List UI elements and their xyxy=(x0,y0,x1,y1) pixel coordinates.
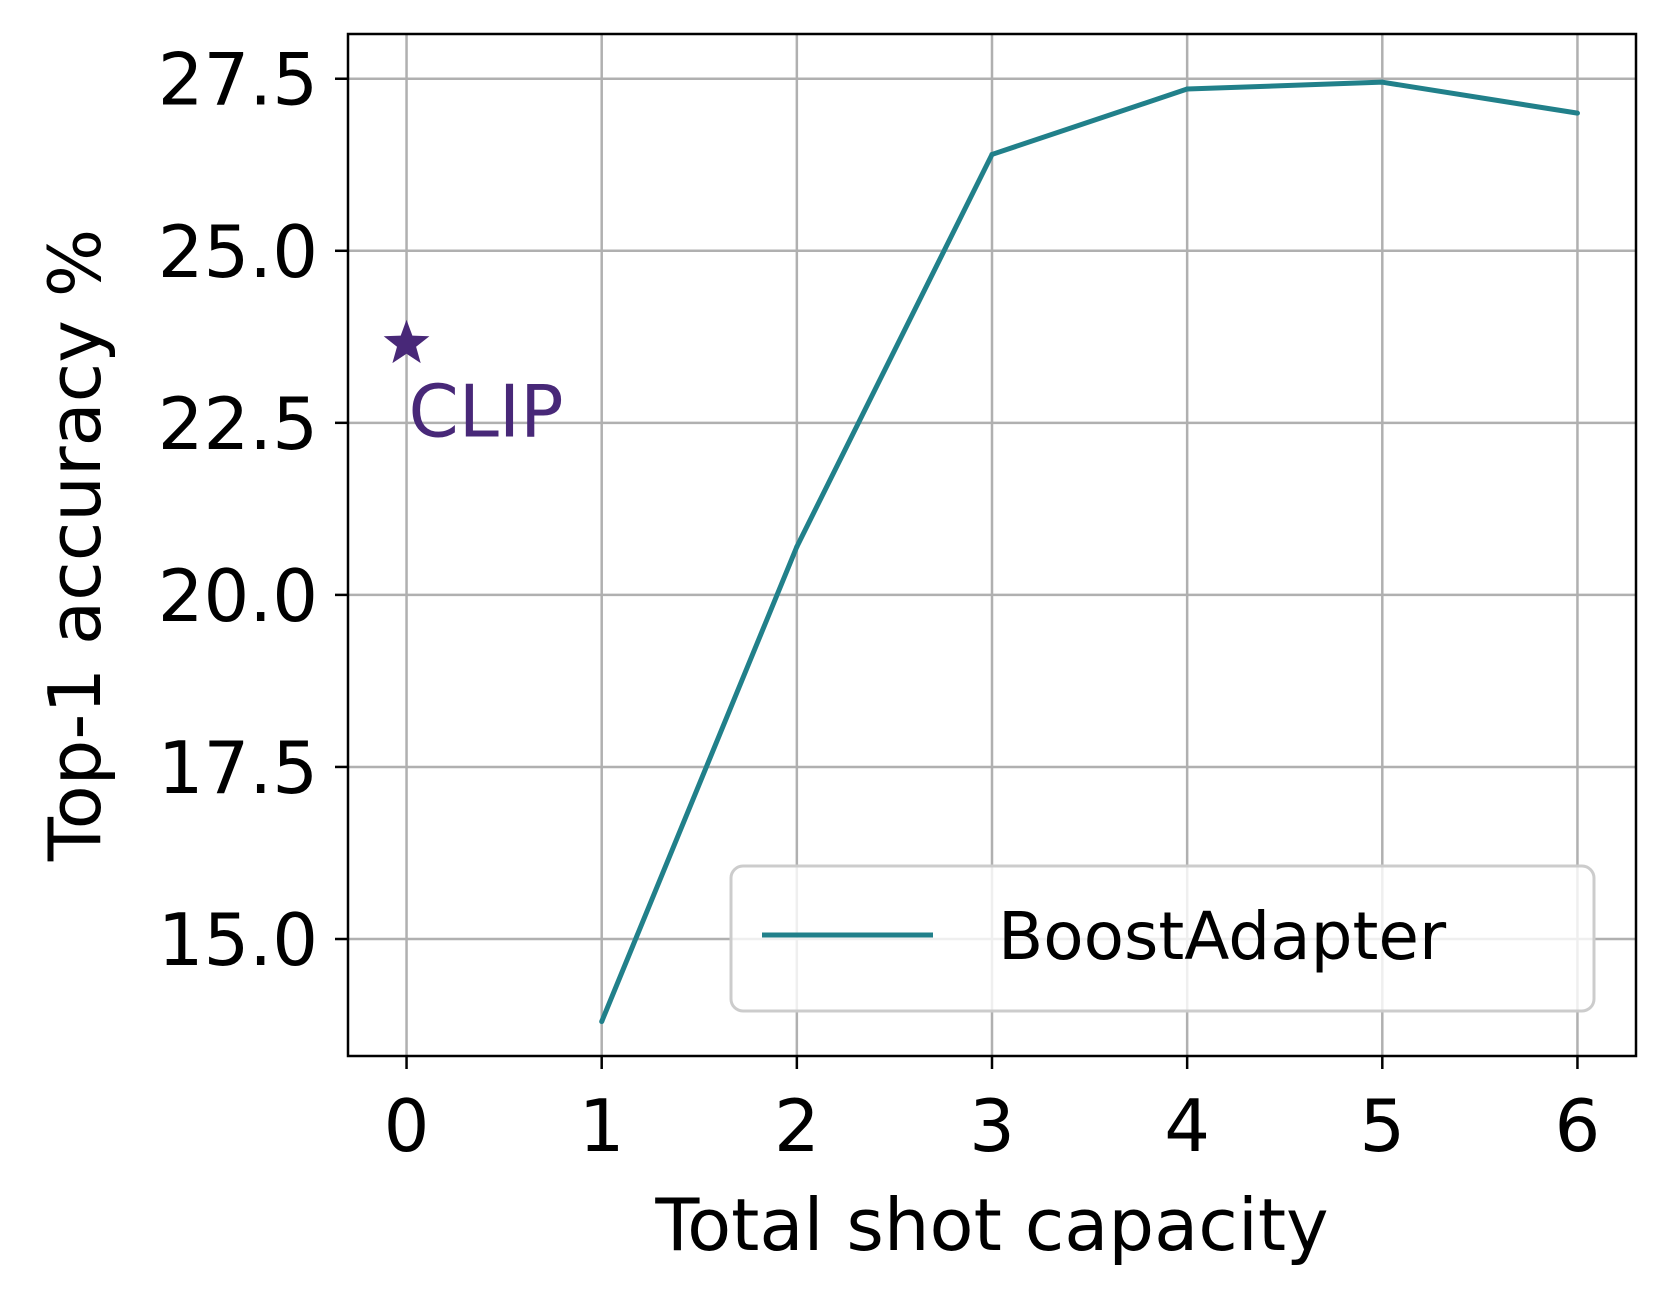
x-tick-label: 2 xyxy=(774,1084,820,1168)
marker-layer: CLIP xyxy=(383,319,564,454)
y-tick-label: 20.0 xyxy=(158,554,318,638)
legend-label-boostadapter: BoostAdapter xyxy=(998,898,1447,975)
series-line-boostadapter xyxy=(599,79,1578,1023)
series-layer xyxy=(599,79,1580,1025)
legend-box xyxy=(729,864,1596,1013)
legend: BoostAdapter xyxy=(729,864,1596,1013)
series-point xyxy=(599,1019,605,1025)
y-tick-label: 22.5 xyxy=(158,382,318,466)
x-tick-label: 1 xyxy=(579,1084,625,1168)
clip-star-marker xyxy=(383,319,430,364)
x-tick-label: 0 xyxy=(384,1084,430,1168)
x-tick-label: 5 xyxy=(1359,1084,1405,1168)
series-point xyxy=(794,544,800,550)
y-axis-label: Top-1 accuracy % xyxy=(33,229,117,862)
y-tick-label: 15.0 xyxy=(158,898,318,982)
x-tick-label: 6 xyxy=(1555,1084,1601,1168)
series-point xyxy=(989,151,995,157)
clip-label: CLIP xyxy=(409,370,564,454)
series-point xyxy=(1184,86,1190,92)
x-axis-label: Total shot capacity xyxy=(654,1183,1328,1267)
series-point xyxy=(1379,79,1385,85)
y-tick-label: 25.0 xyxy=(158,210,318,294)
x-tick-label: 4 xyxy=(1164,1084,1210,1168)
y-tick-label: 17.5 xyxy=(158,726,318,810)
tick-layer: 0 1 2 3 4 5 6 15.0 17.5 20.0 22.5 25.0 27.5 xyxy=(158,38,1601,1168)
grid-lines xyxy=(348,34,1636,1056)
x-tick-label: 3 xyxy=(969,1084,1015,1168)
series-point xyxy=(1574,110,1580,116)
y-tick-label: 27.5 xyxy=(158,38,318,122)
